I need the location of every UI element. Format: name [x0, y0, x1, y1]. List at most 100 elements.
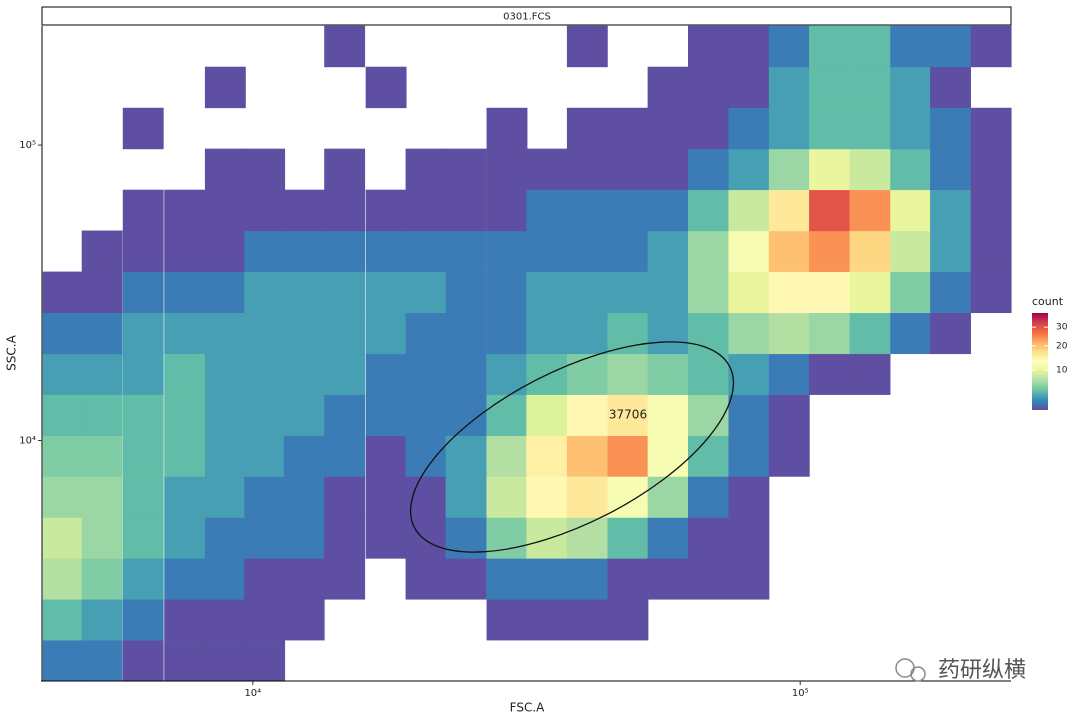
wechat-icon	[910, 666, 926, 682]
bin	[244, 598, 286, 641]
bin	[204, 558, 246, 600]
bin	[486, 189, 528, 232]
bin	[324, 271, 366, 314]
bin	[122, 558, 164, 600]
bin	[486, 598, 528, 641]
bin	[486, 476, 528, 518]
bin	[566, 107, 608, 150]
bin	[244, 353, 286, 395]
bin	[687, 25, 729, 68]
bin	[244, 230, 286, 272]
bin	[283, 312, 325, 355]
bin	[365, 312, 407, 355]
bin	[486, 271, 528, 314]
bin	[809, 312, 850, 355]
bin	[405, 394, 447, 436]
bin	[768, 66, 810, 109]
bin	[81, 558, 123, 600]
colorbar-label: 20	[1056, 341, 1068, 351]
bin	[647, 66, 689, 109]
bin	[122, 517, 164, 559]
watermark: 药研纵横	[895, 658, 1026, 683]
bin	[365, 230, 407, 272]
bin	[809, 25, 850, 68]
bin	[566, 230, 608, 272]
bin	[768, 148, 810, 191]
bin	[728, 312, 770, 355]
bin	[204, 230, 246, 272]
bin	[486, 394, 528, 436]
bin	[283, 558, 325, 600]
bin	[405, 230, 447, 272]
bin	[42, 435, 84, 477]
bin	[324, 25, 366, 68]
bin	[122, 353, 164, 395]
bin	[849, 271, 891, 314]
bin	[849, 25, 891, 68]
bin	[647, 353, 689, 395]
colorbar-label: 10	[1056, 366, 1068, 376]
bin	[283, 598, 325, 641]
bin	[647, 271, 689, 314]
bin	[283, 353, 325, 395]
strip-title: 0301.FCS	[503, 12, 551, 23]
x-tick-label: 10⁵	[792, 688, 809, 699]
legend-title: count	[1032, 295, 1064, 308]
bin	[405, 312, 447, 355]
y-tick-label: 10⁵	[19, 140, 36, 151]
bin	[122, 189, 164, 232]
bin	[728, 189, 770, 232]
bin	[164, 640, 206, 682]
bin	[164, 353, 206, 395]
bin	[607, 517, 649, 559]
bin	[526, 148, 568, 191]
bin	[204, 598, 246, 641]
bin	[324, 394, 366, 436]
bin	[204, 66, 246, 109]
bin	[890, 148, 932, 191]
bin	[526, 558, 568, 600]
bin	[566, 312, 608, 355]
bin	[122, 271, 164, 314]
x-axis-title: FSC.A	[510, 701, 546, 715]
bin	[566, 353, 608, 395]
bin	[405, 517, 447, 559]
bin	[42, 598, 84, 641]
bin	[81, 476, 123, 518]
bin	[445, 148, 487, 191]
bin	[204, 148, 246, 191]
bin	[566, 598, 608, 641]
bin	[768, 189, 810, 232]
bin	[244, 312, 286, 355]
bin	[890, 230, 932, 272]
bin	[566, 148, 608, 191]
bin	[526, 189, 568, 232]
bin	[81, 230, 123, 272]
bin	[204, 353, 246, 395]
bin	[445, 271, 487, 314]
bin	[930, 312, 971, 355]
bin	[526, 271, 568, 314]
y-tick-label: 10⁴	[19, 436, 36, 447]
bin	[809, 107, 850, 150]
bin	[244, 148, 286, 191]
bin	[324, 353, 366, 395]
bin	[930, 107, 971, 150]
bin	[687, 435, 729, 477]
bin	[728, 476, 770, 518]
bin	[164, 189, 206, 232]
bin	[970, 230, 1012, 272]
bin	[849, 189, 891, 232]
bin	[809, 189, 850, 232]
bin	[526, 394, 568, 436]
bin	[204, 435, 246, 477]
bin	[81, 640, 123, 682]
bin	[164, 476, 206, 518]
bin	[607, 107, 649, 150]
bin	[164, 558, 206, 600]
bin	[204, 271, 246, 314]
bin	[768, 435, 810, 477]
bin	[405, 435, 447, 477]
bin	[283, 271, 325, 314]
bin	[809, 66, 850, 109]
